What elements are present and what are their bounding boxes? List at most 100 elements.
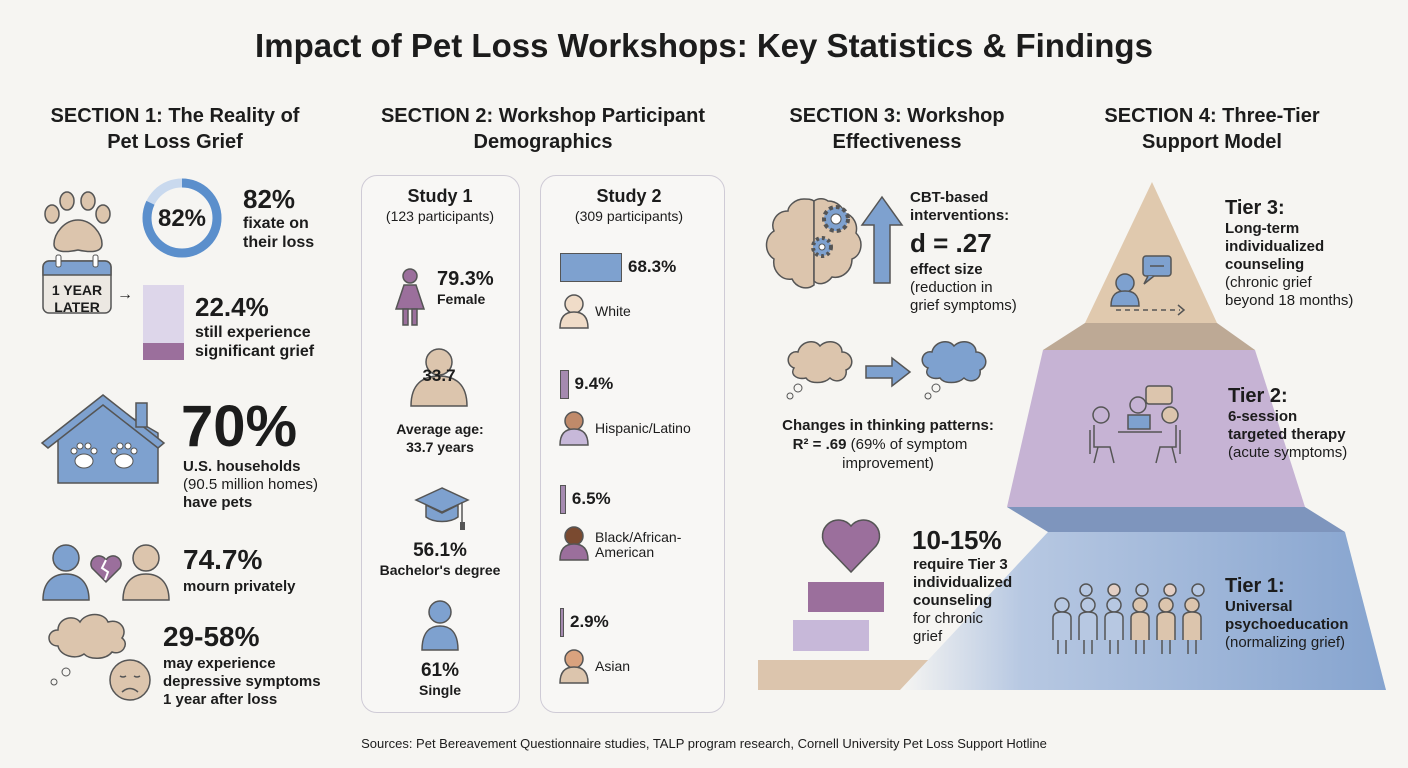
tier1-text: (normalizing grief) bbox=[1225, 634, 1346, 651]
tier3-need-text: for chronic bbox=[913, 610, 984, 627]
page-title: Impact of Pet Loss Workshops: Key Statis… bbox=[255, 27, 1153, 64]
stat-text: significant grief bbox=[195, 343, 315, 360]
crowd-person-body bbox=[1182, 611, 1202, 654]
stat-value: 22.4% bbox=[195, 292, 269, 322]
stat-text: still experience bbox=[195, 324, 311, 341]
thinking-text: (69% of symptom bbox=[850, 436, 968, 453]
section2-heading: SECTION 2: Workshop Participant Demograph… bbox=[381, 103, 705, 155]
ethnicity-bar bbox=[560, 608, 564, 637]
stat-text: U.S. households bbox=[183, 458, 301, 475]
ethnicity-value: 9.4% bbox=[574, 374, 614, 393]
crowd-person-body bbox=[1156, 611, 1176, 654]
heading-line: SECTION 4: Three-Tier bbox=[1104, 105, 1320, 127]
female-icon bbox=[394, 268, 426, 326]
section4-heading: SECTION 4: Three-Tier Support Model bbox=[1104, 103, 1319, 155]
crowd-person bbox=[1107, 583, 1121, 597]
step-bar-purple bbox=[808, 582, 884, 612]
person-avatar-icon bbox=[559, 649, 589, 684]
ethnicity-label: Black/African- American bbox=[595, 529, 681, 561]
tier3-need-text: grief bbox=[913, 628, 943, 645]
cbt-value: d = .27 bbox=[910, 228, 992, 258]
tier1-name: Tier 1: bbox=[1225, 575, 1285, 597]
tier2-name: Tier 2: bbox=[1228, 385, 1288, 407]
crowd-person bbox=[1184, 597, 1200, 613]
heading-line: Demographics bbox=[473, 131, 613, 153]
crowd-person bbox=[1191, 583, 1205, 597]
stat-text: (90.5 million homes) bbox=[183, 476, 319, 493]
thinking-text: R² = .69 (69% of symptom bbox=[792, 436, 968, 454]
single-value: 61% bbox=[420, 660, 460, 681]
crowd-person bbox=[1132, 597, 1148, 613]
grief-bar bbox=[143, 285, 184, 360]
tier3-text: (chronic grief bbox=[1225, 274, 1312, 291]
stat-text: their loss bbox=[243, 234, 315, 251]
age-icon bbox=[410, 348, 468, 407]
tier3-need-text: require Tier 3 bbox=[913, 556, 1008, 573]
tier3-name: Tier 3: bbox=[1225, 197, 1285, 219]
heading-line: SECTION 3: Workshop bbox=[789, 105, 1005, 127]
label-line: American bbox=[595, 544, 655, 561]
thinking-value: R² = .69 bbox=[792, 436, 847, 453]
heading-line: Effectiveness bbox=[832, 131, 962, 153]
crowd-person-body bbox=[1104, 611, 1124, 654]
tier3-text: beyond 18 months) bbox=[1225, 292, 1354, 309]
degree-label: Bachelor's degree bbox=[379, 562, 501, 578]
crowd-icon bbox=[1052, 583, 1205, 654]
thinking-text: improvement) bbox=[842, 455, 934, 472]
tier3-text: counseling bbox=[1225, 256, 1305, 273]
thinking-text: Changes in thinking patterns: bbox=[782, 417, 994, 434]
crowd-person bbox=[1079, 583, 1093, 597]
age-label: Average age: bbox=[396, 421, 484, 437]
tier2-text: (acute symptoms) bbox=[1228, 444, 1348, 461]
female-label: Female bbox=[437, 291, 486, 307]
tier2-text: targeted therapy bbox=[1228, 426, 1346, 443]
grieving-people-icon bbox=[42, 544, 170, 601]
ethnicity-bar bbox=[560, 253, 622, 282]
therapy-session-icon bbox=[1089, 385, 1181, 464]
label-line: Hispanic/Latino bbox=[595, 420, 691, 436]
thought-change-icon bbox=[786, 341, 987, 400]
study1-subtitle: (123 participants) bbox=[385, 208, 495, 224]
cbt-text: interventions: bbox=[910, 207, 1010, 224]
heading-line: Support Model bbox=[1142, 131, 1282, 153]
crowd-person bbox=[1158, 597, 1174, 613]
person-avatar-icon bbox=[559, 411, 589, 446]
stat-text: may experience bbox=[163, 655, 276, 672]
cbt-text: CBT-based bbox=[910, 189, 989, 206]
ethnicity-label: Hispanic/Latino bbox=[595, 420, 691, 436]
stat-text: mourn privately bbox=[183, 578, 296, 595]
crowd-person-body bbox=[1130, 611, 1150, 654]
stat-text: 1 year after loss bbox=[163, 691, 278, 708]
donut-label: 82% bbox=[157, 205, 207, 232]
ethnicity-bar bbox=[560, 370, 569, 399]
label-line: White bbox=[595, 303, 631, 319]
grief-bar-fill bbox=[143, 343, 184, 360]
heading-line: SECTION 2: Workshop Participant bbox=[380, 105, 706, 127]
study1-title: Study 1 bbox=[407, 186, 473, 206]
crowd-person bbox=[1054, 597, 1070, 613]
crowd-person bbox=[1106, 597, 1122, 613]
heading-line: SECTION 1: The Reality of bbox=[50, 105, 300, 127]
person-avatar-icon bbox=[559, 526, 589, 561]
tier3-text: individualized bbox=[1225, 238, 1325, 255]
tier2-shape bbox=[1007, 350, 1305, 507]
counselor-icon bbox=[1110, 255, 1186, 316]
stat-text: fixate on bbox=[243, 215, 309, 232]
cbt-text: (reduction in bbox=[910, 279, 993, 296]
stat-value: 74.7% bbox=[183, 544, 263, 575]
ethnicity-value: 68.3% bbox=[628, 257, 677, 276]
stat-value: 29-58% bbox=[163, 621, 260, 652]
house-with-paws-icon bbox=[40, 394, 166, 484]
calendar-icon bbox=[42, 254, 112, 314]
female-value: 79.3% bbox=[437, 268, 494, 290]
person-avatar-icon bbox=[559, 294, 589, 329]
single-person-icon bbox=[421, 600, 459, 651]
age-badge: 33.7 bbox=[422, 366, 456, 385]
age-value: 33.7 years bbox=[406, 439, 474, 455]
tier2-ledge bbox=[1043, 323, 1255, 350]
section1-heading: SECTION 1: The Reality of Pet Loss Grief bbox=[51, 103, 300, 155]
tier1-ledge bbox=[1007, 507, 1345, 532]
step-bar-lavender bbox=[793, 620, 869, 651]
sources-footer: Sources: Pet Bereavement Questionnaire s… bbox=[361, 736, 1047, 751]
section3-heading: SECTION 3: Workshop Effectiveness bbox=[789, 103, 1004, 155]
